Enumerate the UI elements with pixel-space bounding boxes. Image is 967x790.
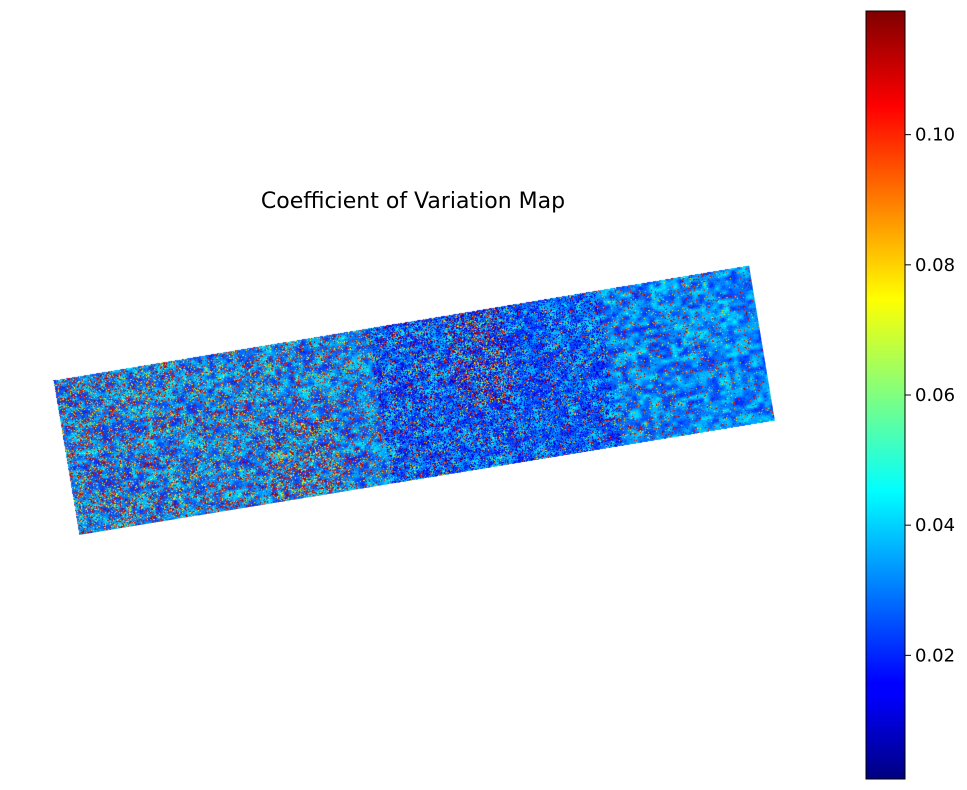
colorbar-tick-label: 0.08	[915, 255, 955, 276]
colorbar-tick-label: 0.06	[915, 385, 955, 406]
colorbar-gradient	[865, 10, 906, 780]
chart-title: Coefficient of Variation Map	[261, 189, 565, 214]
colorbar-ticks: 0.02 0.04 0.06 0.08 0.10	[905, 125, 955, 666]
colorbar-tick-label: 0.10	[915, 125, 955, 146]
colorbar-tick-label: 0.04	[915, 515, 955, 536]
colorbar-tick-label: 0.02	[915, 645, 955, 666]
colorbar: 0.02 0.04 0.06 0.08 0.10	[865, 10, 955, 780]
